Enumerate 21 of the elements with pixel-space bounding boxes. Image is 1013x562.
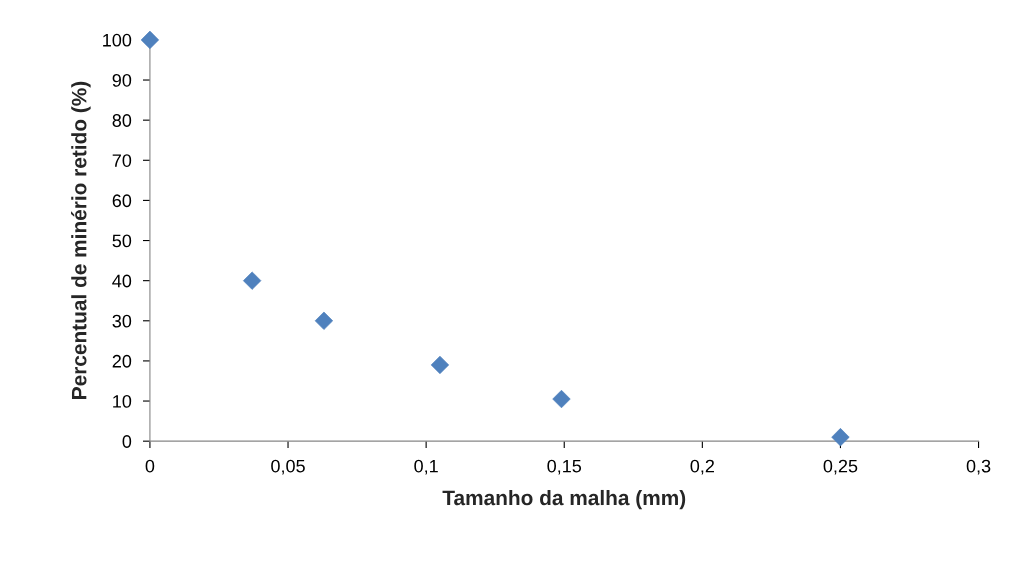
x-tick-label: 0,05 (271, 459, 305, 475)
y-tick-label: 40 (112, 274, 132, 288)
x-tick-label: 0,3 (966, 459, 991, 475)
y-tick-label: 60 (112, 194, 132, 208)
y-tick-label: 70 (112, 154, 132, 167)
x-axis-title: Tamanho da malha (mm) (442, 489, 686, 510)
y-tick-label: 100 (103, 33, 132, 47)
point (552, 389, 571, 409)
y-tick-label: 10 (113, 394, 132, 408)
x-tick-label: 0,1 (414, 459, 438, 475)
y-tick-label: 80 (112, 114, 132, 127)
y-tick-label: 90 (112, 73, 132, 87)
y-tick-label: 0 (122, 435, 132, 448)
y-tick-label: 20 (112, 354, 132, 368)
x-tick-label: 0,15 (547, 459, 582, 475)
x-tick-label: 0,2 (690, 459, 714, 475)
y-tick-label: 30 (112, 314, 132, 328)
x-tick-label: 0 (145, 459, 155, 473)
y-axis-title: Percentual de minério retido (%) (71, 81, 91, 399)
x-tick-label: 0,25 (823, 459, 858, 475)
y-tick-label: 50 (112, 234, 132, 248)
